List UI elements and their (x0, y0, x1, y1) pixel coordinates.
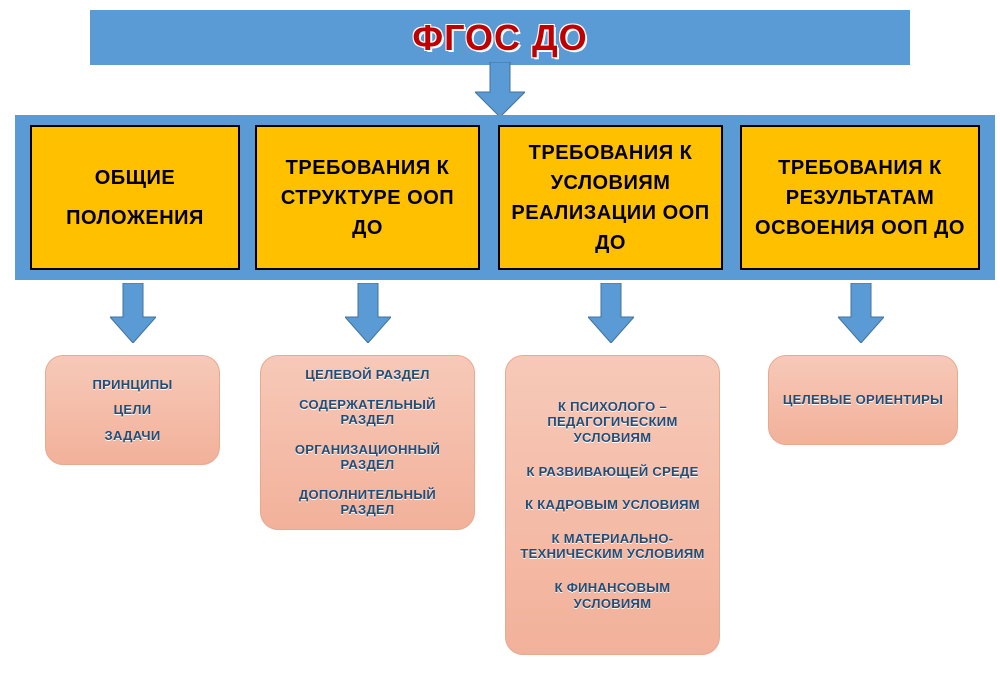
arrow-col2 (345, 283, 391, 343)
detail-line: ОРГАНИЗАЦИОННЫЙ РАЗДЕЛ (271, 442, 464, 473)
category-label: ТРЕБОВАНИЯ К СТРУКТУРЕ ООП ДО (265, 153, 470, 243)
detail-line: СОДЕРЖАТЕЛЬНЫЙ РАЗДЕЛ (271, 397, 464, 428)
detail-card-general: ПРИНЦИПЫ ЦЕЛИ ЗАДАЧИ (45, 355, 220, 465)
detail-card-conditions: К ПСИХОЛОГО – ПЕДАГОГИЧЕСКИМ УСЛОВИЯМ К … (505, 355, 720, 655)
detail-line: ЦЕЛЕВОЙ РАЗДЕЛ (305, 367, 429, 383)
detail-card-structure: ЦЕЛЕВОЙ РАЗДЕЛ СОДЕРЖАТЕЛЬНЫЙ РАЗДЕЛ ОРГ… (260, 355, 475, 530)
detail-line: ЦЕЛЕВЫЕ ОРИЕНТИРЫ (783, 392, 943, 408)
detail-line: ДОПОЛНИТЕЛЬНЫЙ РАЗДЕЛ (271, 487, 464, 518)
category-box-results: ТРЕБОВАНИЯ К РЕЗУЛЬТАТАМ ОСВОЕНИЯ ООП ДО (740, 125, 980, 270)
detail-line: К РАЗВИВАЮЩЕЙ СРЕДЕ (526, 464, 698, 480)
arrow-col3 (588, 283, 634, 343)
arrow-header-to-band (475, 62, 525, 117)
arrow-col1 (110, 283, 156, 343)
detail-line: К ПСИХОЛОГО – ПЕДАГОГИЧЕСКИМ УСЛОВИЯМ (516, 399, 709, 446)
category-label: ТРЕБОВАНИЯ К РЕЗУЛЬТАТАМ ОСВОЕНИЯ ООП ДО (750, 153, 970, 243)
header-title: ФГОС ДО (412, 17, 587, 59)
header-band: ФГОС ДО (90, 10, 910, 65)
detail-card-results: ЦЕЛЕВЫЕ ОРИЕНТИРЫ (768, 355, 958, 445)
detail-line: К МАТЕРИАЛЬНО-ТЕХНИЧЕСКИМ УСЛОВИЯМ (516, 531, 709, 562)
category-label: ОБЩИЕПОЛОЖЕНИЯ (66, 158, 204, 238)
detail-line: ПРИНЦИПЫ (92, 377, 172, 393)
detail-line: К ФИНАНСОВЫМ УСЛОВИЯМ (516, 580, 709, 611)
category-box-conditions: ТРЕБОВАНИЯ К УСЛОВИЯМ РЕАЛИЗАЦИИ ООП ДО (498, 125, 723, 270)
category-label: ТРЕБОВАНИЯ К УСЛОВИЯМ РЕАЛИЗАЦИИ ООП ДО (508, 138, 713, 258)
detail-line: ЗАДАЧИ (105, 428, 161, 444)
category-box-structure: ТРЕБОВАНИЯ К СТРУКТУРЕ ООП ДО (255, 125, 480, 270)
category-box-general: ОБЩИЕПОЛОЖЕНИЯ (30, 125, 240, 270)
detail-line: ЦЕЛИ (114, 402, 152, 418)
arrow-col4 (838, 283, 884, 343)
detail-line: К КАДРОВЫМ УСЛОВИЯМ (525, 497, 700, 513)
